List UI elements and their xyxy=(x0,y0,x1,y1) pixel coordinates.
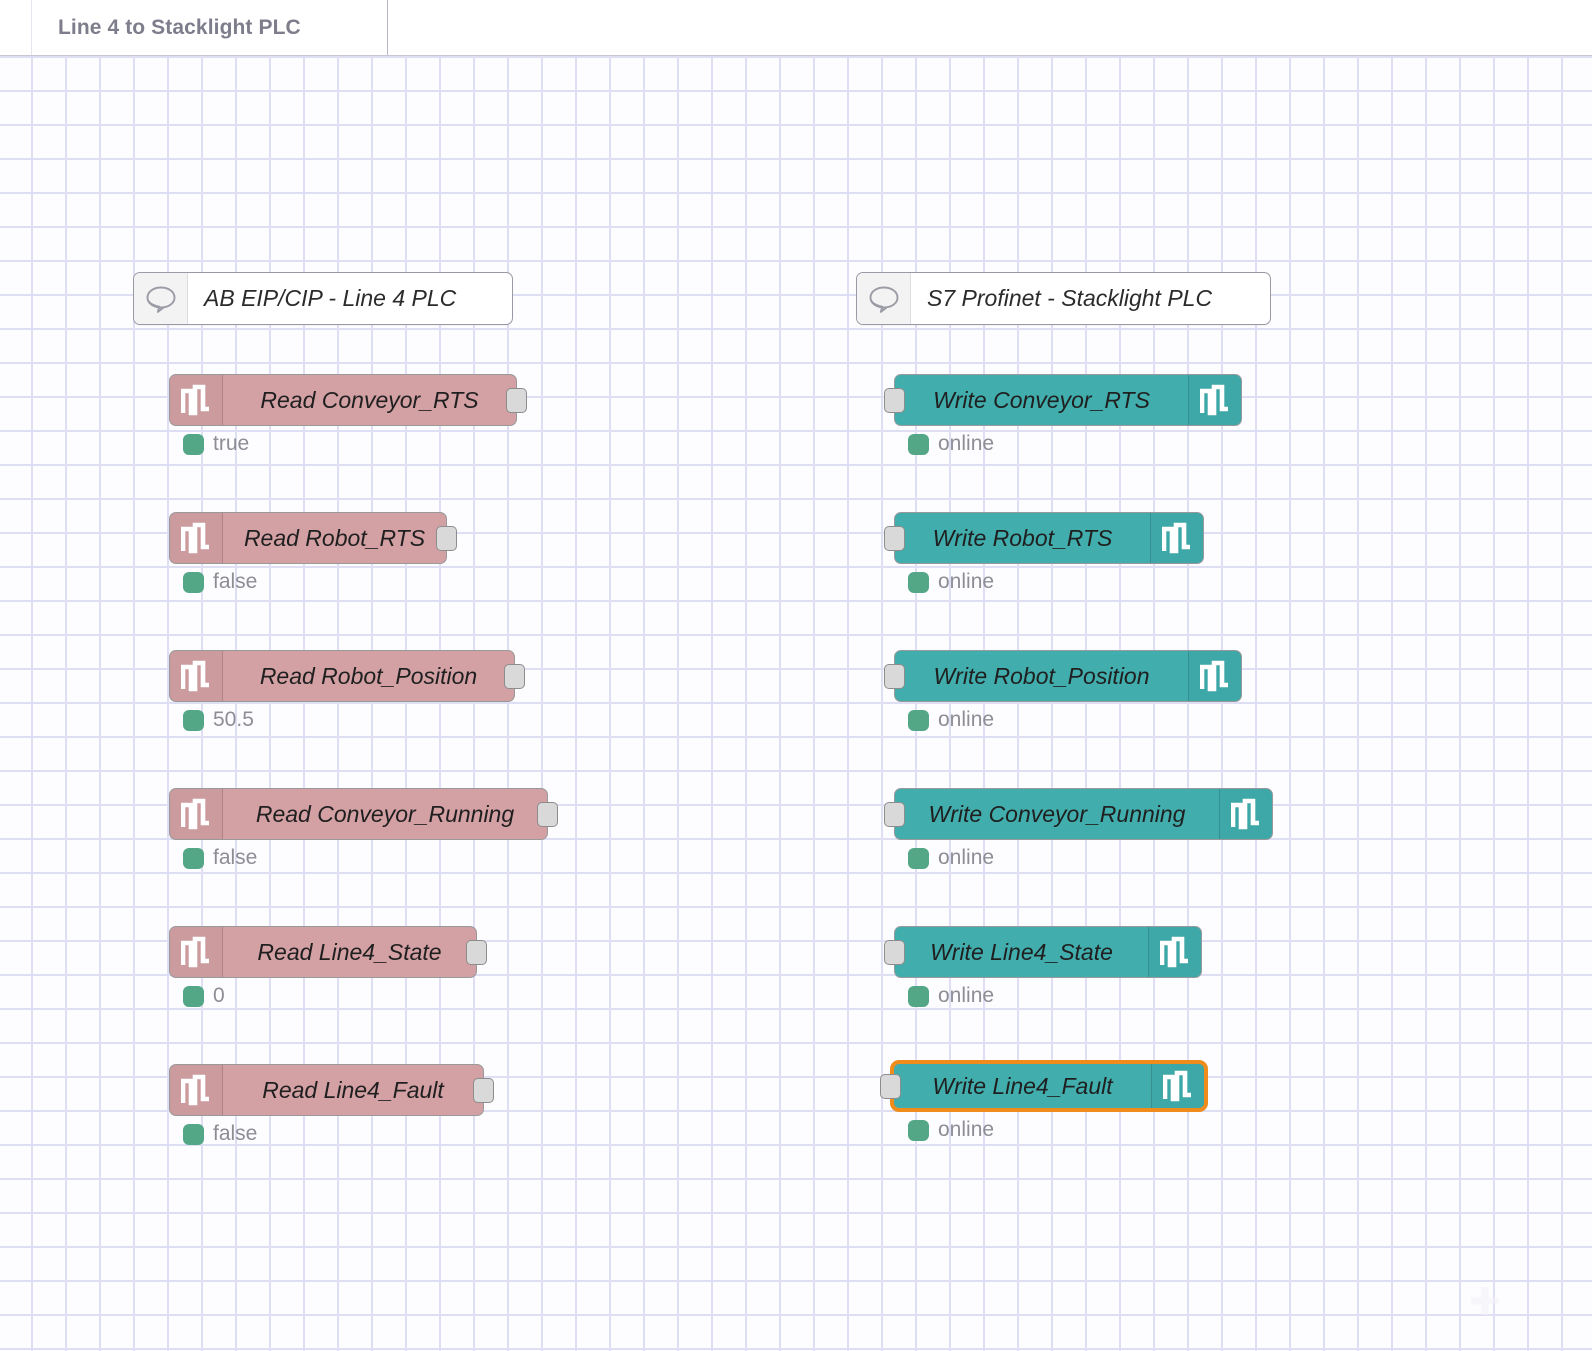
node-status-write-robot-rts: online xyxy=(908,570,994,594)
comment-icon xyxy=(134,273,188,324)
node-label: Read Conveyor_Running xyxy=(255,800,515,827)
node-write-line4-fault[interactable]: Write Line4_Fault xyxy=(880,1060,1208,1112)
status-text: false xyxy=(213,1122,258,1145)
square-wave-icon xyxy=(1150,513,1203,563)
output-port[interactable] xyxy=(466,940,487,965)
status-dot xyxy=(183,985,204,1007)
flow-canvas[interactable]: AB EIP/CIP - Line 4 PLC S7 Profinet - St… xyxy=(0,56,1592,1351)
node-label: Read Robot_Position xyxy=(259,662,478,689)
node-label: Read Robot_RTS xyxy=(243,524,426,551)
status-dot xyxy=(908,847,929,869)
input-port[interactable] xyxy=(884,388,905,413)
node-status-write-line4-fault: online xyxy=(908,1118,994,1142)
status-text: 0 xyxy=(213,984,225,1007)
node-label: Write Robot_RTS xyxy=(932,524,1113,551)
node-label: Write Line4_Fault xyxy=(932,1072,1113,1099)
status-text: online xyxy=(938,570,995,593)
status-dot xyxy=(183,709,204,731)
node-write-conveyor-rts[interactable]: Write Conveyor_RTS xyxy=(884,374,1242,426)
node-status-read-robot-position: 50.5 xyxy=(183,708,254,732)
node-write-robot-position[interactable]: Write Robot_Position xyxy=(884,650,1242,702)
node-status-read-line4-fault: false xyxy=(183,1122,257,1146)
node-label: Read Line4_State xyxy=(257,938,442,965)
square-wave-icon xyxy=(170,651,223,701)
node-status-read-conveyor-rts: true xyxy=(183,432,249,456)
square-wave-icon xyxy=(1219,789,1272,839)
node-read-conveyor-running[interactable]: Read Conveyor_Running xyxy=(169,788,558,840)
input-port[interactable] xyxy=(880,1074,901,1099)
status-text: false xyxy=(213,570,258,593)
status-text: online xyxy=(938,984,995,1007)
tab-label: Line 4 to Stacklight PLC xyxy=(58,15,301,39)
comment-label: S7 Profinet - Stacklight PLC xyxy=(927,285,1213,311)
square-wave-icon xyxy=(170,1065,223,1115)
status-dot xyxy=(908,571,929,593)
node-label: Write Robot_Position xyxy=(933,662,1150,689)
status-dot xyxy=(908,1119,929,1141)
status-dot xyxy=(908,709,929,731)
node-status-read-conveyor-running: false xyxy=(183,846,257,870)
square-wave-icon xyxy=(170,375,223,425)
input-port[interactable] xyxy=(884,526,905,551)
node-label: Read Line4_Fault xyxy=(262,1076,444,1103)
node-read-line4-fault[interactable]: Read Line4_Fault xyxy=(169,1064,494,1116)
status-text: online xyxy=(938,708,995,731)
status-dot xyxy=(908,433,929,455)
status-text: online xyxy=(938,1118,995,1141)
workspace-tabbar: Line 4 to Stacklight PLC xyxy=(0,0,1592,56)
status-text: 50.5 xyxy=(213,708,254,731)
node-read-conveyor-rts[interactable]: Read Conveyor_RTS xyxy=(169,374,527,426)
square-wave-icon xyxy=(1151,1064,1204,1108)
status-dot xyxy=(183,433,204,455)
node-label: Write Line4_State xyxy=(930,938,1113,965)
output-port[interactable] xyxy=(506,388,527,413)
square-wave-icon xyxy=(170,789,223,839)
node-label: Write Conveyor_RTS xyxy=(933,386,1150,413)
node-write-line4-state[interactable]: Write Line4_State xyxy=(884,926,1202,978)
status-text: online xyxy=(938,846,995,869)
square-wave-icon xyxy=(170,513,223,563)
status-text: false xyxy=(213,846,258,869)
node-status-write-line4-state: online xyxy=(908,984,994,1008)
status-text: true xyxy=(213,432,250,455)
input-port[interactable] xyxy=(884,940,905,965)
square-wave-icon xyxy=(1148,927,1201,977)
node-status-write-conveyor-running: online xyxy=(908,846,994,870)
square-wave-icon xyxy=(1188,651,1241,701)
input-port[interactable] xyxy=(884,802,905,827)
node-label: Read Conveyor_RTS xyxy=(260,386,479,413)
status-dot xyxy=(183,847,204,869)
output-port[interactable] xyxy=(436,526,457,551)
node-status-read-line4-state: 0 xyxy=(183,984,225,1008)
node-status-write-conveyor-rts: online xyxy=(908,432,994,456)
status-dot xyxy=(183,1123,204,1145)
comment-icon xyxy=(857,273,911,324)
zoom-reset-icon[interactable] xyxy=(1455,1271,1515,1331)
output-port[interactable] xyxy=(537,802,558,827)
square-wave-icon xyxy=(1188,375,1241,425)
comment-node-s7-profinet-stacklight-plc[interactable]: S7 Profinet - Stacklight PLC xyxy=(856,272,1271,325)
node-read-robot-position[interactable]: Read Robot_Position xyxy=(169,650,525,702)
tab-line-4-to-stacklight-plc[interactable]: Line 4 to Stacklight PLC xyxy=(31,0,388,55)
status-text: online xyxy=(938,432,995,455)
square-wave-icon xyxy=(170,927,223,977)
comment-label: AB EIP/CIP - Line 4 PLC xyxy=(204,285,457,311)
node-read-line4-state[interactable]: Read Line4_State xyxy=(169,926,487,978)
input-port[interactable] xyxy=(884,664,905,689)
node-write-robot-rts[interactable]: Write Robot_RTS xyxy=(884,512,1204,564)
output-port[interactable] xyxy=(504,664,525,689)
status-dot xyxy=(183,571,204,593)
status-dot xyxy=(908,985,929,1007)
node-status-write-robot-position: online xyxy=(908,708,994,732)
node-read-robot-rts[interactable]: Read Robot_RTS xyxy=(169,512,457,564)
comment-node-ab-eip-cip-line-4-plc[interactable]: AB EIP/CIP - Line 4 PLC xyxy=(133,272,513,325)
output-port[interactable] xyxy=(473,1078,494,1103)
node-label: Write Conveyor_Running xyxy=(928,800,1186,827)
node-write-conveyor-running[interactable]: Write Conveyor_Running xyxy=(884,788,1273,840)
node-status-read-robot-rts: false xyxy=(183,570,257,594)
